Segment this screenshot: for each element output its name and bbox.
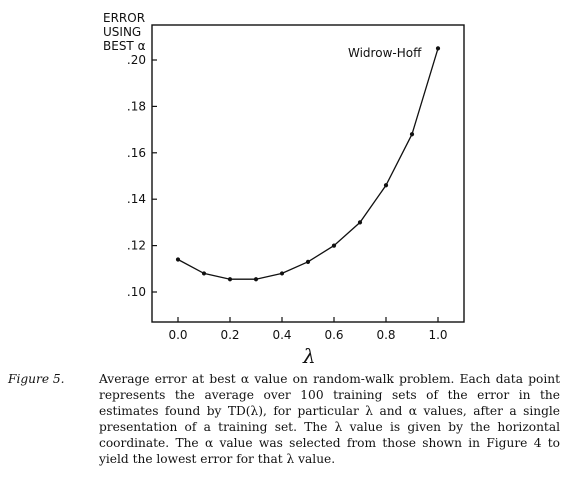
data-point (175, 257, 181, 262)
y-axis-label-line-3: BEST α (103, 39, 146, 53)
data-point (227, 277, 233, 282)
x-tick-label: 0.4 (272, 328, 291, 342)
y-tick-label: .18 (127, 99, 146, 113)
data-point (279, 271, 285, 276)
y-tick-label: .12 (127, 239, 146, 253)
data-point (331, 243, 337, 248)
x-tick-label: 1.0 (428, 328, 447, 342)
x-axis-ticks: 0.0 0.2 0.4 0.6 0.8 1.0 (168, 317, 448, 342)
y-tick-label: .14 (127, 192, 146, 206)
data-point (435, 46, 441, 51)
y-tick-label: .16 (127, 146, 146, 160)
x-tick-label: 0.8 (376, 328, 395, 342)
plot-frame (151, 24, 465, 323)
error-vs-lambda-chart: ERROR USING BEST α 0.0 0.2 0.4 0.6 0.8 1.0 .1… (103, 11, 465, 368)
data-point (201, 271, 207, 276)
y-tick-label: .10 (127, 285, 146, 299)
y-axis-label-line-1: ERROR (103, 11, 145, 25)
caption-text: Average error at best α value on random-… (99, 372, 560, 467)
series-points (175, 46, 441, 282)
figure-caption: Figure 5. Average error at best α value … (8, 371, 560, 468)
series-line-widrow-hoff (177, 48, 439, 280)
y-tick-label: .20 (127, 53, 146, 67)
x-tick-label: 0.6 (324, 328, 343, 342)
y-axis-ticks: .10 .12 .14 .16 .18 .20 (127, 53, 157, 299)
data-point (253, 277, 259, 282)
x-tick-label: 0.2 (220, 328, 239, 342)
data-point (305, 259, 311, 264)
x-tick-label: 0.0 (168, 328, 187, 342)
caption-label: Figure 5. (8, 372, 65, 386)
y-axis-label: ERROR USING BEST α (103, 11, 146, 53)
data-point (357, 220, 363, 225)
data-point (409, 132, 415, 137)
series-label-widrow-hoff: Widrow-Hoff (348, 46, 422, 60)
y-axis-label-line-2: USING (103, 25, 141, 39)
x-axis-label: λ (302, 344, 316, 368)
data-point (383, 183, 389, 188)
